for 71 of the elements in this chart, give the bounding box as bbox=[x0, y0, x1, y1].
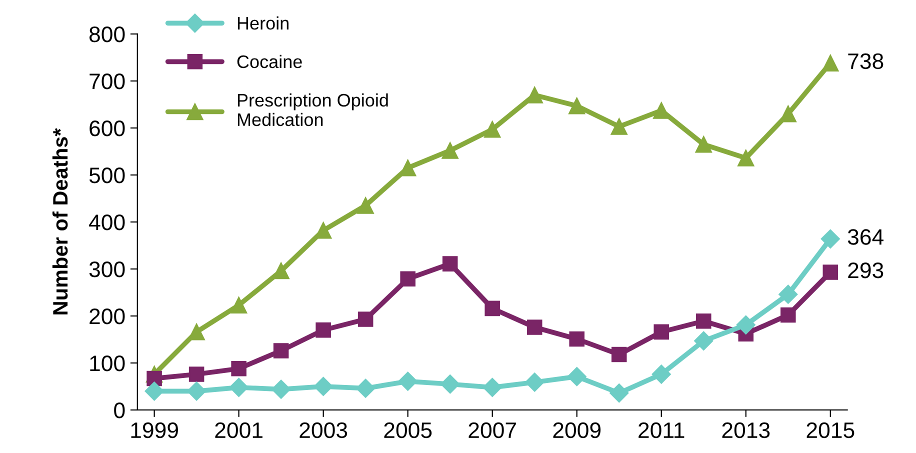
point bbox=[316, 322, 331, 338]
y-tick-label: 500 bbox=[89, 168, 125, 184]
point bbox=[526, 320, 542, 335]
y-tick-label: 0 bbox=[114, 402, 125, 418]
data-label: 293 bbox=[848, 262, 884, 278]
point bbox=[231, 360, 246, 376]
x-tick-label: 1999 bbox=[131, 422, 178, 438]
point bbox=[273, 343, 289, 358]
point bbox=[229, 378, 248, 397]
x-tick-label: 2003 bbox=[300, 422, 348, 438]
point bbox=[146, 370, 162, 386]
y-tick-label: 200 bbox=[90, 308, 125, 324]
point bbox=[611, 346, 627, 362]
point bbox=[780, 106, 796, 122]
y-tick-label: 100 bbox=[90, 356, 125, 372]
point bbox=[778, 284, 798, 304]
data-label: 364 bbox=[848, 229, 884, 245]
point bbox=[400, 271, 416, 286]
point bbox=[314, 376, 333, 396]
point bbox=[357, 197, 374, 214]
point bbox=[822, 264, 838, 280]
point bbox=[652, 364, 671, 384]
point bbox=[484, 300, 500, 316]
point bbox=[780, 307, 796, 323]
y-tick-label: 400 bbox=[89, 214, 125, 230]
point bbox=[526, 86, 543, 104]
point bbox=[484, 121, 501, 138]
point bbox=[567, 367, 586, 386]
point bbox=[272, 380, 291, 399]
point bbox=[738, 150, 754, 166]
x-tick-label: 2005 bbox=[384, 422, 432, 438]
point bbox=[358, 312, 374, 327]
x-tick-label: 2013 bbox=[722, 422, 770, 438]
point bbox=[482, 378, 502, 397]
point bbox=[695, 136, 712, 153]
point bbox=[356, 378, 376, 398]
point bbox=[442, 142, 458, 159]
legend-label: Heroin bbox=[238, 16, 288, 30]
point bbox=[736, 315, 756, 334]
data-label: 738 bbox=[848, 53, 884, 70]
point bbox=[187, 382, 206, 401]
point bbox=[820, 229, 840, 248]
point bbox=[653, 102, 670, 119]
point bbox=[398, 372, 418, 391]
point bbox=[272, 262, 290, 280]
point bbox=[525, 372, 544, 392]
point bbox=[696, 314, 712, 329]
x-tick-label: 2015 bbox=[806, 422, 854, 438]
point bbox=[188, 366, 204, 382]
point bbox=[610, 118, 628, 135]
x-tick-label: 2009 bbox=[553, 422, 601, 438]
point bbox=[654, 324, 670, 340]
y-tick-label: 600 bbox=[90, 120, 125, 136]
y-tick-label: 700 bbox=[90, 74, 125, 90]
point bbox=[694, 331, 714, 350]
x-tick-label: 2001 bbox=[215, 422, 262, 438]
point bbox=[822, 54, 839, 72]
point bbox=[230, 296, 248, 314]
y-axis-title: Number of Deaths* bbox=[52, 128, 68, 314]
x-tick-label: 2007 bbox=[468, 422, 516, 438]
legend-label: Prescription Opioid Medication bbox=[238, 93, 388, 126]
point bbox=[568, 98, 586, 114]
point bbox=[442, 256, 458, 272]
point bbox=[144, 382, 164, 401]
legend-label: Cocaine bbox=[237, 54, 302, 68]
y-tick-label: 300 bbox=[89, 262, 125, 278]
point bbox=[610, 384, 629, 403]
y-tick-label: 800 bbox=[89, 26, 125, 42]
point bbox=[440, 374, 460, 394]
x-tick-label: 2011 bbox=[638, 422, 684, 438]
point bbox=[569, 331, 584, 347]
